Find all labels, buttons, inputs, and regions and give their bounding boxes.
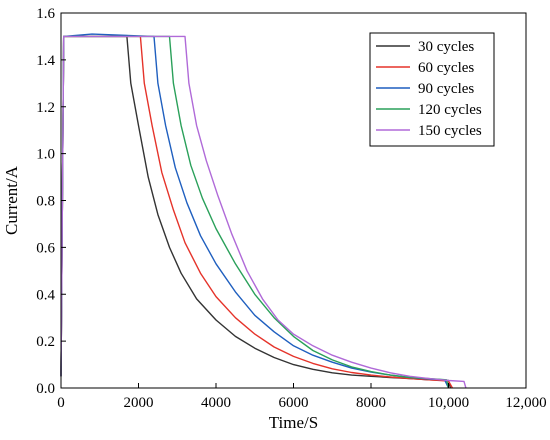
y-tick-label: 0.6: [36, 240, 55, 256]
series-line-5: [60, 35, 467, 389]
x-tick-label: 8000: [356, 395, 386, 411]
legend-label: 30 cycles: [418, 39, 474, 55]
x-tick-label: 0: [57, 395, 65, 411]
x-tick-label: 6000: [279, 395, 309, 411]
legend-label: 60 cycles: [418, 60, 474, 76]
legend-label: 90 cycles: [418, 81, 474, 97]
legend-label: 120 cycles: [418, 102, 482, 118]
x-tick-label: 12,000: [505, 395, 546, 411]
series-line-2: [60, 35, 454, 389]
y-axis-label: Current/A: [2, 165, 21, 235]
y-tick-label: 0.8: [36, 194, 55, 210]
series-layer: [60, 33, 467, 389]
x-axis-label: Time/S: [269, 413, 318, 432]
legend-label: 150 cycles: [418, 123, 482, 139]
y-tick-label: 1.6: [36, 6, 55, 22]
x-tick-label: 4000: [201, 395, 231, 411]
y-tick-label: 0.0: [36, 381, 55, 397]
series-line-4: [60, 35, 450, 389]
y-tick-label: 0.4: [36, 287, 55, 303]
y-tick-label: 1.0: [36, 147, 55, 163]
y-tick-label: 0.2: [36, 334, 55, 350]
y-tick-label: 1.4: [36, 53, 55, 69]
x-tick-label: 2000: [124, 395, 154, 411]
x-tick-label: 10,000: [428, 395, 469, 411]
ticks-layer: 0 2000 4000 6000 8000 10,000 12,000 0.0 0.2 0.4 0.…: [36, 6, 546, 411]
legend: 30 cycles 60 cycles 90 cycles 120 cycles 150…: [369, 32, 495, 147]
legend-box: [369, 32, 495, 147]
y-tick-label: 1.2: [36, 100, 55, 116]
